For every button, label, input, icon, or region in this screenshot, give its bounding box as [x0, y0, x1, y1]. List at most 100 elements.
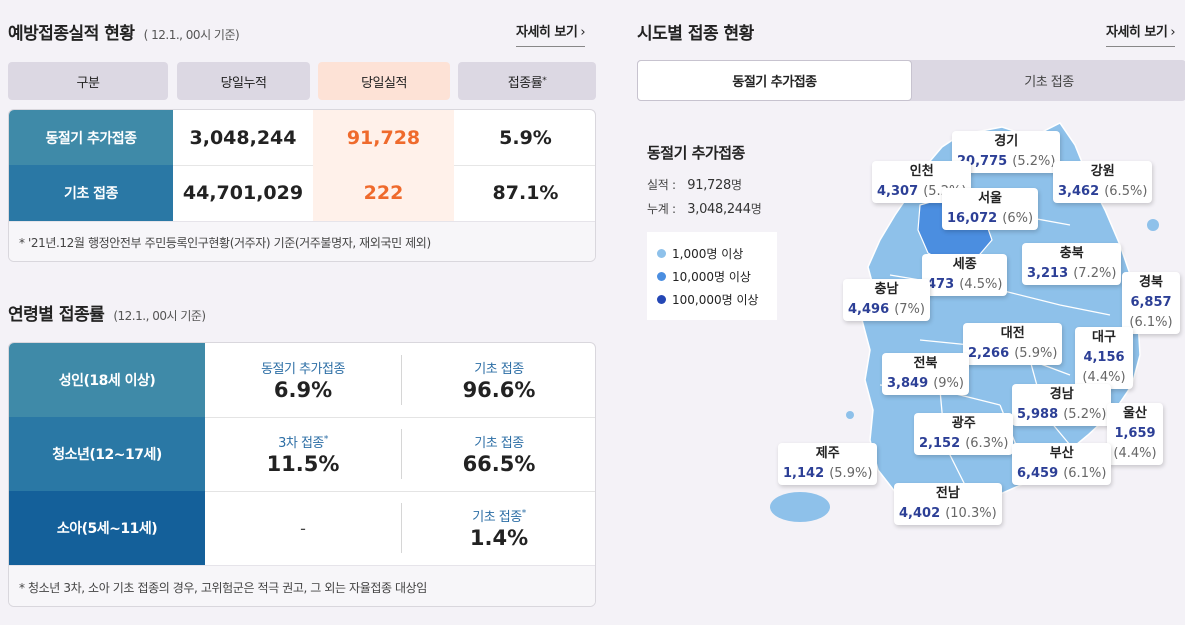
region-label-gyeongnam[interactable]: 경남 5,988 (5.2%)	[1012, 384, 1112, 426]
region-percent: (6.3%)	[965, 436, 1009, 451]
vaccination-status-title: 예방접종실적 현황 ( 12.1., 00시 기준)	[8, 19, 240, 44]
region-value: 3,213	[1027, 266, 1069, 281]
region-value: 5,988	[1017, 407, 1059, 422]
region-label-daejeon[interactable]: 대전 2,266 (5.9%)	[963, 323, 1063, 365]
region-label-chungnam[interactable]: 충남 4,496 (7%)	[843, 279, 930, 321]
cell-label-text: 기초 접종	[474, 362, 524, 377]
map-jeju	[770, 492, 830, 522]
region-name: 광주	[951, 416, 976, 431]
header-label: 접종률	[507, 75, 543, 91]
section-title: 연령별 접종률	[8, 305, 105, 325]
tab-label: 기초 접종	[1024, 75, 1074, 90]
legend-dot	[657, 249, 666, 258]
region-label-gwangju[interactable]: 광주 2,152 (6.3%)	[914, 413, 1014, 455]
legend-item: 1,000명 이상	[657, 242, 777, 265]
region-percent: (7%)	[894, 302, 925, 317]
footnote-mark: *	[323, 434, 329, 445]
region-name: 경남	[1049, 387, 1074, 402]
legend-label: 10,000명 이상	[672, 270, 751, 284]
cumulative-value: 44,701,029	[182, 182, 304, 204]
row-label-text: 소아(5세~11세)	[56, 521, 158, 537]
region-name: 전남	[935, 486, 960, 501]
today-value: 222	[313, 165, 454, 221]
row-label-primary: 기초 접종	[9, 165, 173, 221]
cell-label: 동절기 추가접종	[261, 358, 345, 377]
region-value: 2,266	[968, 346, 1010, 361]
region-label-seoul[interactable]: 서울 16,072 (6%)	[942, 188, 1039, 230]
header-category: 구분	[8, 62, 168, 100]
region-percent: (4.4%)	[1113, 446, 1157, 461]
summary-unit: 명	[730, 178, 742, 192]
region-name: 경기	[994, 134, 1019, 149]
region-percent: (6.5%)	[1104, 184, 1148, 199]
cell-label: 기초 접종*	[472, 506, 527, 525]
header-label: 당일실적	[361, 75, 407, 91]
region-label-gyeongbuk[interactable]: 경북 6,857 (6.1%)	[1122, 272, 1180, 334]
map-island-ulleung	[1147, 219, 1159, 231]
row-label-winter-booster: 동절기 추가접종	[9, 110, 173, 165]
table-footnote: * '21년.12월 행정안전부 주민등록인구현황(거주자) 기준(거주불명자,…	[9, 221, 595, 261]
region-status-title: 시도별 접종 현황	[637, 24, 754, 44]
region-label-ulsan[interactable]: 울산 1,659 (4.4%)	[1107, 403, 1163, 465]
region-percent: (6%)	[1002, 211, 1034, 226]
region-percent: (5.2%)	[1063, 407, 1107, 422]
region-name: 경북	[1139, 275, 1163, 290]
cell-label: 기초 접종	[474, 432, 524, 451]
cell-value: 6.9%	[273, 378, 333, 402]
child-booster-cell: -	[205, 491, 401, 565]
section-subtitle: ( 12.1., 00시 기준)	[143, 28, 240, 42]
summary-performance: 실적 : 91,728명	[647, 176, 742, 193]
region-value: 3,849	[887, 376, 929, 391]
region-value: 4,156	[1083, 350, 1125, 365]
region-label-jeonnam[interactable]: 전남 4,402 (10.3%)	[894, 483, 1002, 525]
region-label-gangwon[interactable]: 강원 3,462 (6.5%)	[1053, 161, 1153, 203]
cell-value: 11.5%	[266, 452, 340, 476]
region-name: 대전	[1000, 326, 1025, 341]
more-link-vaccination[interactable]: 자세히 보기 ›	[516, 21, 586, 47]
region-label-chungbuk[interactable]: 충북 3,213 (7.2%)	[1022, 243, 1122, 285]
more-link-region[interactable]: 자세히 보기 ›	[1106, 21, 1176, 47]
region-label-busan[interactable]: 부산 6,459 (6.1%)	[1012, 443, 1112, 485]
age-rate-table: 성인(18세 이상) 동절기 추가접종 6.9% 기초 접종 96.6% 청소년…	[8, 342, 596, 607]
region-name: 제주	[815, 446, 840, 461]
summary-unit: 명	[750, 202, 762, 216]
chevron-right-icon: ›	[1170, 25, 1176, 40]
region-label-jeju[interactable]: 제주 1,142 (5.9%)	[778, 443, 878, 485]
row-divider	[205, 491, 595, 492]
region-percent: (5.2%)	[1012, 154, 1056, 169]
teen-third-dose-cell: 3차 접종* 11.5%	[205, 417, 401, 491]
region-name: 전북	[913, 356, 938, 371]
row-label-text: 기초 접종	[64, 186, 118, 202]
region-name: 서울	[978, 191, 1002, 206]
cell-divider	[401, 503, 402, 553]
adult-booster-cell: 동절기 추가접종 6.9%	[205, 343, 401, 417]
cell-label: 기초 접종	[474, 358, 524, 377]
region-percent: (6.1%)	[1063, 466, 1107, 481]
footnote-mark: *	[521, 508, 527, 519]
tab-winter-booster[interactable]: 동절기 추가접종	[637, 60, 912, 101]
region-name: 부산	[1049, 446, 1074, 461]
legend-dot	[657, 272, 666, 281]
summary-total: 누계 : 3,048,244명	[647, 200, 762, 217]
header-today: 당일실적	[318, 62, 450, 100]
footnote-mark: *	[542, 76, 547, 86]
section-title: 예방접종실적 현황	[8, 24, 135, 44]
cell-label-text: 동절기 추가접종	[261, 362, 345, 377]
region-label-jeonbuk[interactable]: 전북 3,849 (9%)	[882, 353, 969, 395]
legend-item: 100,000명 이상	[657, 288, 777, 311]
region-value: 4,496	[848, 302, 890, 317]
region-value: 4,402	[899, 506, 941, 521]
region-label-daegu[interactable]: 대구 4,156 (4.4%)	[1075, 327, 1133, 389]
legend-label: 100,000명 이상	[672, 293, 759, 307]
region-name: 충북	[1059, 246, 1084, 261]
region-name: 세종	[952, 257, 977, 272]
legend-dot	[657, 295, 666, 304]
child-primary-cell: 기초 접종* 1.4%	[401, 491, 595, 565]
rate-value: 87.1%	[492, 182, 559, 204]
summary-label: 누계 :	[647, 202, 676, 216]
tab-primary[interactable]: 기초 접종	[912, 60, 1185, 101]
cell-value: 96.6%	[462, 378, 536, 402]
cell-label-text: 3차 접종	[278, 436, 324, 451]
region-label-sejong[interactable]: 세종 473 (4.5%)	[922, 254, 1008, 296]
table-footnote: * 청소년 3차, 소아 기초 접종의 경우, 고위험군은 적극 권고, 그 외…	[9, 565, 595, 606]
